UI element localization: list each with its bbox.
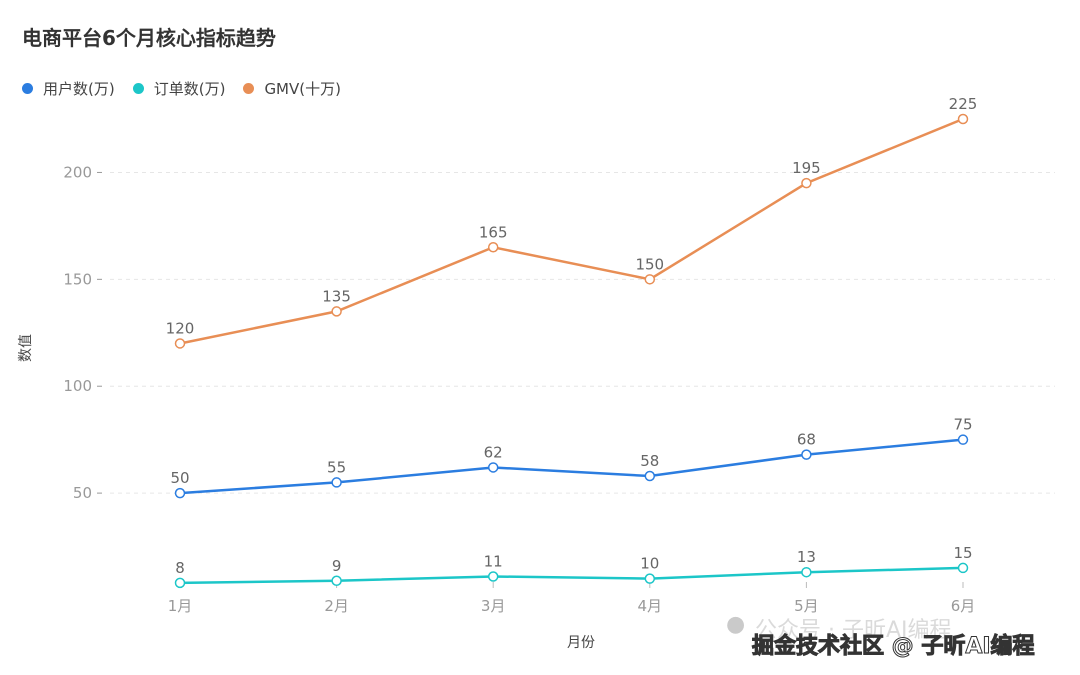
data-point	[957, 434, 969, 445]
y-tick-label: 150	[63, 270, 92, 288]
data-point	[487, 462, 499, 473]
legend-label: 订单数(万)	[153, 80, 226, 98]
x-tick-label: 5月	[794, 597, 819, 615]
wechat-icon: ●	[726, 612, 746, 637]
data-label: 9	[332, 557, 342, 575]
legend-label: GMV(十万)	[264, 80, 341, 98]
legend-item[interactable]: 用户数(万)	[22, 78, 115, 99]
x-tick-label: 2月	[324, 597, 349, 615]
data-point	[957, 562, 969, 574]
data-label: 50	[170, 469, 189, 487]
data-point	[174, 577, 186, 589]
series-line	[179, 566, 964, 585]
watermark-front: 掘金技术社区 @ 子昕AI编程	[752, 634, 1036, 660]
watermark-back: 公众号 · 子昕AI编程	[755, 618, 952, 643]
x-axis-label: 月份	[567, 635, 595, 651]
data-label: 15	[953, 544, 972, 562]
data-point	[331, 575, 342, 587]
x-tick-label: 1月	[168, 597, 193, 615]
y-axis-label: 数值	[18, 334, 34, 362]
data-point	[644, 274, 656, 285]
chart-title: 电商平台6个月核心指标趋势	[22, 26, 276, 50]
x-tick-label: 4月	[638, 597, 663, 615]
y-tick-label: 100	[63, 377, 92, 395]
data-point	[487, 571, 499, 582]
legend-marker	[243, 83, 255, 94]
data-point	[331, 477, 342, 488]
data-label: 75	[953, 416, 972, 434]
data-label: 10	[640, 555, 659, 573]
data-label: 225	[949, 95, 978, 113]
data-label: 55	[327, 458, 346, 476]
data-point	[331, 306, 342, 317]
x-tick-label: 6月	[951, 597, 976, 615]
data-label: 195	[792, 159, 821, 177]
data-label: 11	[484, 552, 503, 570]
data-label: 135	[322, 287, 351, 305]
data-point	[487, 242, 499, 253]
y-tick-label: 50	[73, 484, 92, 502]
legend: 用户数(万) 订单数(万) GMV(十万)	[22, 78, 341, 99]
data-label: 62	[484, 443, 503, 461]
data-point	[801, 566, 812, 578]
data-point	[801, 177, 812, 189]
legend-label: 用户数(万)	[43, 80, 115, 98]
data-point	[644, 470, 656, 482]
data-label: 150	[635, 255, 664, 273]
x-tick-label: 3月	[481, 597, 506, 615]
series-line	[179, 117, 964, 345]
legend-item[interactable]: GMV(十万)	[243, 78, 341, 99]
data-label: 120	[166, 319, 195, 337]
data-label: 58	[640, 452, 659, 470]
legend-marker	[22, 83, 33, 94]
data-point	[801, 449, 812, 460]
data-label: 8	[175, 559, 185, 577]
data-point	[174, 338, 186, 349]
legend-item[interactable]: 订单数(万)	[132, 78, 226, 99]
data-label: 165	[479, 223, 508, 241]
data-label: 68	[797, 431, 816, 449]
data-point	[957, 113, 969, 125]
data-label: 13	[797, 548, 816, 566]
series-line	[179, 438, 964, 495]
y-tick-label: 200	[63, 163, 92, 181]
data-point	[644, 573, 656, 584]
legend-marker	[132, 83, 144, 94]
data-point	[174, 487, 186, 499]
